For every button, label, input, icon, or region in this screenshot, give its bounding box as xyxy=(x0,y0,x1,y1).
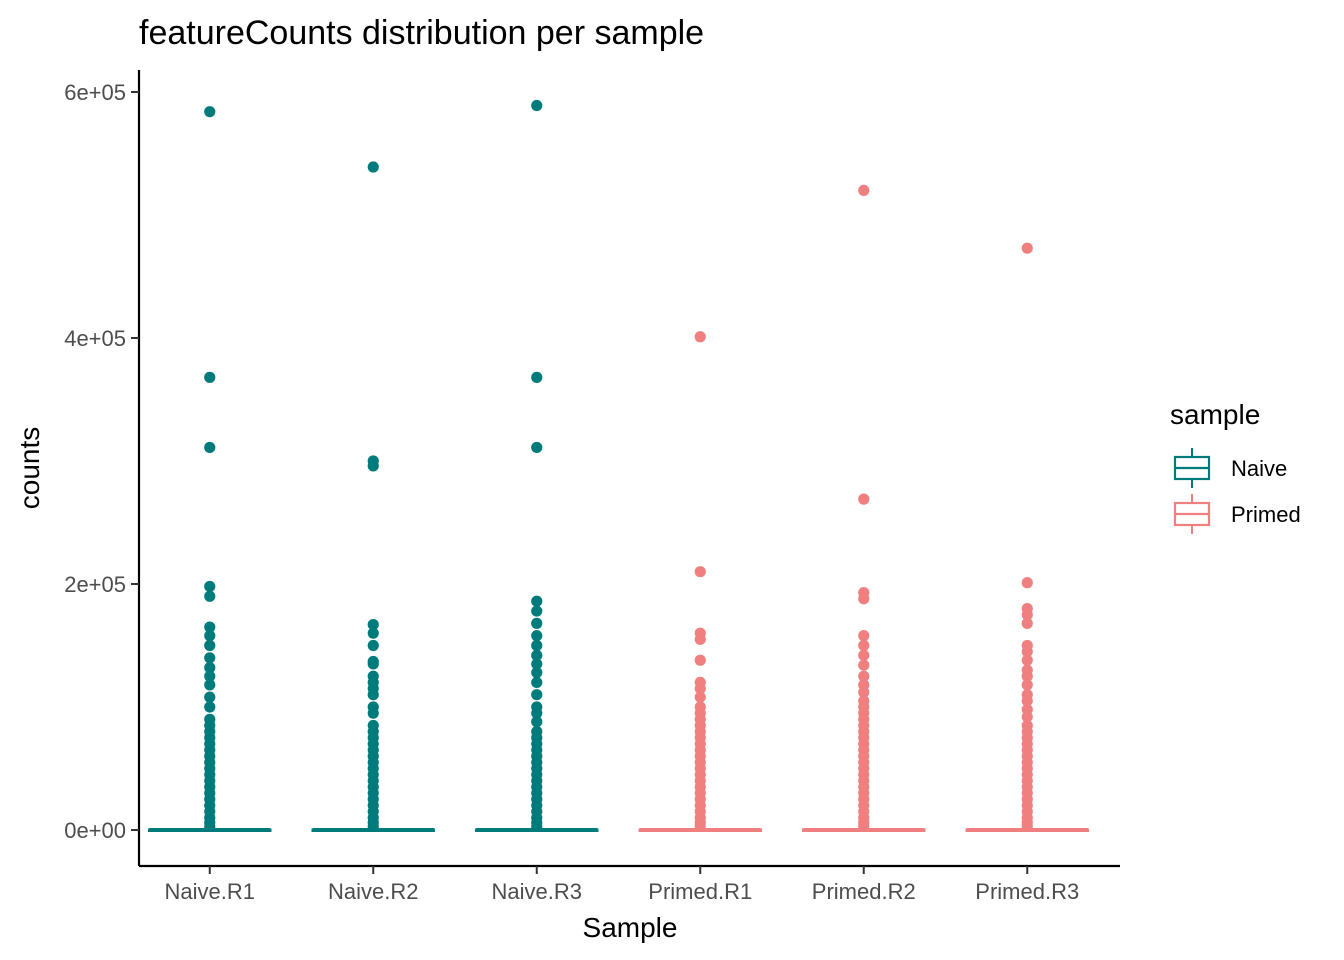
outlier-point xyxy=(531,595,543,607)
outlier-point xyxy=(204,371,216,383)
outlier-point xyxy=(531,666,543,679)
outlier-point xyxy=(1021,577,1033,589)
outlier-point xyxy=(694,691,706,703)
y-tick-label: 6e+05 xyxy=(64,80,126,105)
x-axis-title: Sample xyxy=(583,912,678,943)
outlier-point xyxy=(1021,695,1033,707)
outlier-point xyxy=(367,820,379,832)
outlier-point xyxy=(367,639,379,652)
outlier-point xyxy=(204,441,216,454)
outlier-point xyxy=(367,460,379,472)
box-Naive.R1 xyxy=(148,106,272,833)
legend: sample Naive Primed xyxy=(1170,399,1301,534)
outlier-point xyxy=(1021,609,1033,621)
outlier-point xyxy=(858,686,870,698)
outlier-point xyxy=(858,639,870,652)
outlier-point xyxy=(204,630,216,642)
outlier-point xyxy=(694,566,706,578)
outlier-point xyxy=(1021,670,1033,682)
box-Primed.R1 xyxy=(638,331,762,833)
y-tick-label: 4e+05 xyxy=(64,326,126,351)
outlier-point xyxy=(204,652,216,664)
y-tick-label: 2e+05 xyxy=(64,572,126,597)
y-ticks: 0e+00 2e+05 4e+05 6e+05 xyxy=(64,80,139,843)
y-tick-label: 0e+00 xyxy=(64,818,126,843)
outlier-point xyxy=(204,679,216,691)
x-tick-label: Naive.R3 xyxy=(492,879,582,904)
legend-label: Naive xyxy=(1231,456,1287,481)
outlier-point xyxy=(531,716,543,728)
outlier-point xyxy=(367,627,379,639)
outlier-point xyxy=(1021,646,1033,658)
outlier-point xyxy=(204,670,216,682)
outlier-point xyxy=(367,161,379,173)
x-tick-label: Naive.R1 xyxy=(165,879,255,904)
outlier-point xyxy=(204,662,216,674)
box-Primed.R2 xyxy=(802,184,926,833)
x-tick-label: Primed.R3 xyxy=(975,879,1079,904)
y-axis-title: counts xyxy=(14,427,45,510)
outlier-point xyxy=(204,106,216,118)
outlier-point xyxy=(531,371,543,383)
x-tick-label: Primed.R2 xyxy=(812,879,916,904)
outlier-point xyxy=(694,331,706,343)
outlier-point xyxy=(694,654,706,666)
outlier-point xyxy=(858,670,870,682)
legend-entry-naive: Naive xyxy=(1173,448,1287,488)
x-ticks: Naive.R1 Naive.R2 Naive.R3 Primed.R1 Primed.… xyxy=(165,866,1079,904)
box-Primed.R3 xyxy=(965,242,1089,833)
outlier-point xyxy=(1021,242,1033,254)
outlier-point xyxy=(858,493,870,505)
chart-title: featureCounts distribution per sample xyxy=(139,14,704,52)
outlier-point xyxy=(531,605,543,617)
outlier-point xyxy=(1021,654,1033,666)
outlier-point xyxy=(367,707,379,719)
outlier-point xyxy=(1021,679,1033,691)
outlier-point xyxy=(204,639,216,652)
legend-entry-primed: Primed xyxy=(1173,494,1301,534)
outlier-point xyxy=(531,649,543,661)
legend-entries: Naive Primed xyxy=(1173,448,1301,534)
outlier-point xyxy=(531,676,543,689)
outlier-point xyxy=(204,580,216,593)
outlier-point xyxy=(1021,820,1033,832)
legend-title: sample xyxy=(1170,399,1260,430)
outlier-point xyxy=(531,820,543,832)
outlier-point xyxy=(531,707,543,719)
outlier-point xyxy=(204,621,216,633)
box-Naive.R3 xyxy=(475,99,599,833)
outlier-point xyxy=(367,689,379,701)
outlier-point xyxy=(1021,711,1033,723)
x-tick-label: Naive.R2 xyxy=(328,879,418,904)
outlier-point xyxy=(858,184,870,196)
outlier-point xyxy=(204,701,216,713)
outlier-point xyxy=(531,630,543,642)
legend-label: Primed xyxy=(1231,502,1301,527)
outlier-point xyxy=(858,593,870,605)
outlier-point xyxy=(858,659,870,671)
box-Naive.R2 xyxy=(311,161,435,833)
outlier-point xyxy=(531,658,543,670)
outlier-point xyxy=(694,633,706,645)
outlier-point xyxy=(204,691,216,703)
outlier-point xyxy=(1021,617,1033,629)
outlier-point xyxy=(694,682,706,695)
outlier-point xyxy=(858,649,870,661)
boxes xyxy=(148,99,1089,833)
outlier-point xyxy=(531,441,543,454)
outlier-point xyxy=(367,658,379,670)
outlier-point xyxy=(531,99,543,112)
outlier-point xyxy=(367,618,379,631)
outlier-point xyxy=(694,820,706,832)
outlier-point xyxy=(531,639,543,652)
outlier-point xyxy=(531,689,543,701)
outlier-point xyxy=(858,820,870,832)
outlier-point xyxy=(531,617,543,629)
x-tick-label: Primed.R1 xyxy=(648,879,752,904)
outlier-point xyxy=(858,630,870,642)
outlier-point xyxy=(204,820,216,832)
outlier-point xyxy=(204,590,216,602)
